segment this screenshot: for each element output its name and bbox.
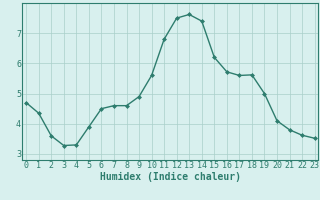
X-axis label: Humidex (Indice chaleur): Humidex (Indice chaleur) (100, 172, 241, 182)
